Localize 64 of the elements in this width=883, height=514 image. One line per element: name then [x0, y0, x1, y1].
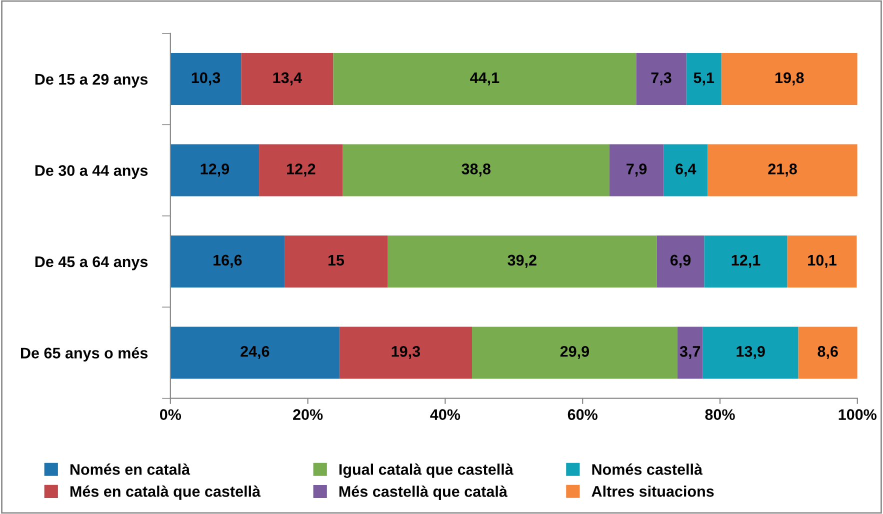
- bar: [609, 144, 664, 196]
- bar: [721, 53, 858, 106]
- bar: [708, 144, 858, 196]
- legend-label: Més en català que castellà: [70, 486, 261, 500]
- data-label: 6,4: [676, 164, 696, 177]
- x-tick-label: 40%: [430, 409, 460, 420]
- y-tick-label: De 65 anys o més: [20, 347, 148, 362]
- bar: [388, 235, 657, 288]
- legend-label: Només en català: [70, 464, 190, 475]
- bar: [284, 235, 388, 288]
- bar: [787, 235, 857, 288]
- data-label: 13,9: [736, 346, 765, 360]
- bar: [170, 144, 260, 196]
- bar: [636, 53, 686, 106]
- x-tick-label: 60%: [568, 409, 598, 420]
- bar: [342, 144, 610, 196]
- y-tick-label: De 15 a 29 anys: [35, 74, 148, 88]
- data-label: 3,7: [680, 346, 700, 360]
- bar: [170, 53, 242, 106]
- data-label: 7,9: [626, 164, 647, 177]
- data-label: 10,3: [192, 72, 220, 86]
- bar: [656, 235, 704, 288]
- bar: [664, 144, 708, 196]
- bar: [686, 53, 722, 106]
- x-tick-label: 0%: [160, 409, 182, 420]
- bar: [798, 326, 858, 379]
- bar: [241, 53, 334, 106]
- x-tick-label: 20%: [293, 409, 323, 420]
- bar: [704, 235, 788, 288]
- data-label: 13,4: [273, 72, 302, 86]
- data-label: 21,8: [768, 164, 797, 177]
- data-label: 16,6: [214, 254, 242, 268]
- data-label: 12,1: [732, 254, 760, 268]
- x-tick-label: 80%: [705, 409, 735, 420]
- data-label: 12,2: [287, 164, 316, 177]
- data-label: 12,9: [200, 164, 230, 177]
- bar: [333, 53, 636, 106]
- data-label: 38,8: [462, 164, 491, 177]
- legend-label: Altres situacions: [592, 486, 714, 497]
- data-label: 7,3: [651, 72, 672, 86]
- x-tick-label: 100%: [838, 409, 877, 420]
- data-label: 19,3: [392, 346, 420, 360]
- data-label: 39,2: [508, 254, 536, 268]
- data-label: 5,1: [694, 72, 714, 86]
- data-label: 10,1: [808, 254, 836, 268]
- bar: [702, 326, 798, 379]
- legend-label: Més castellà que català: [339, 486, 508, 500]
- legend-label: Només castellà: [592, 464, 703, 475]
- data-label: 19,8: [775, 72, 804, 86]
- data-label: 29,9: [560, 346, 590, 360]
- legend-label: Igual català que castellà: [339, 464, 514, 478]
- bar: [170, 235, 284, 288]
- data-label: 8,6: [818, 346, 838, 360]
- bar: [472, 326, 678, 379]
- bar: [677, 326, 703, 379]
- data-label: 24,6: [240, 346, 270, 360]
- data-label: 44,1: [470, 72, 500, 86]
- bar: [170, 326, 340, 379]
- y-tick-label: De 30 a 44 anys: [35, 165, 148, 179]
- bar: [259, 144, 343, 196]
- data-label: 15: [328, 254, 344, 266]
- data-label: 6,9: [670, 254, 691, 268]
- bar: [339, 326, 472, 379]
- y-tick-label: De 45 a 64 anys: [35, 256, 148, 270]
